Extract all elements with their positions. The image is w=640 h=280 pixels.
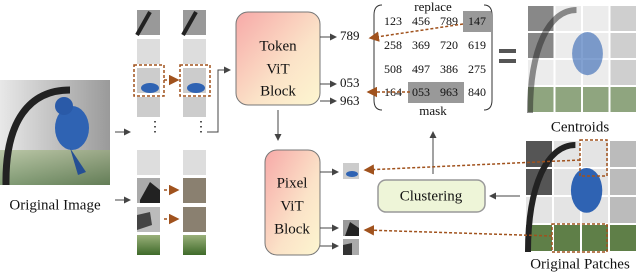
svg-text:⋮: ⋮ [194,120,208,135]
pixel-vit-block [264,149,321,256]
codebook-entry: 720 [440,38,458,52]
token-block-line: Block [260,83,296,99]
clustering-box [377,179,486,213]
pixel-patches [343,163,359,255]
pixel-block-line: Pixel [277,175,308,191]
codebook-entry: 963 [440,85,458,99]
token-block-line: ViT [266,61,289,77]
codebook-entry: 840 [468,85,486,99]
pixel-block-line: Block [274,221,310,237]
original-image-label: Original Image [9,197,101,213]
pixel-block-line: ViT [280,198,303,214]
token-output: 789 [340,28,360,43]
codebook-entry: 619 [468,38,486,52]
equals-sign [499,59,516,63]
token-output: 963 [340,93,360,108]
original-patches-grid [525,141,636,253]
token-vit-block [235,11,321,106]
centroids-label: Centroids [551,119,609,135]
codebook-entry: 456 [412,14,430,28]
clustering-label: Clustering [400,188,463,204]
svg-text:⋮: ⋮ [148,120,162,135]
codebook-entry: 386 [440,62,458,76]
codebook-entry: 147 [468,14,486,28]
mask-label: mask [419,103,447,118]
codebook-entry: 258 [384,38,402,52]
equals-sign [499,49,516,53]
codebook-entry: 508 [384,62,402,76]
centroids-grid [527,6,636,114]
codebook-entry: 123 [384,14,402,28]
original-patches-label: Original Patches [530,256,630,272]
codebook-entry: 053 [412,85,430,99]
replace-label: replace [414,0,452,14]
codebook-entry: 369 [412,38,430,52]
codebook-entry: 497 [412,62,430,76]
patch-columns: ⋮ ⋮ [115,10,231,255]
token-block-line: Token [259,38,297,54]
original-image [0,80,110,186]
token-output: 053 [340,75,360,90]
codebook-entry: 275 [468,62,486,76]
codebook-entry: 789 [440,14,458,28]
